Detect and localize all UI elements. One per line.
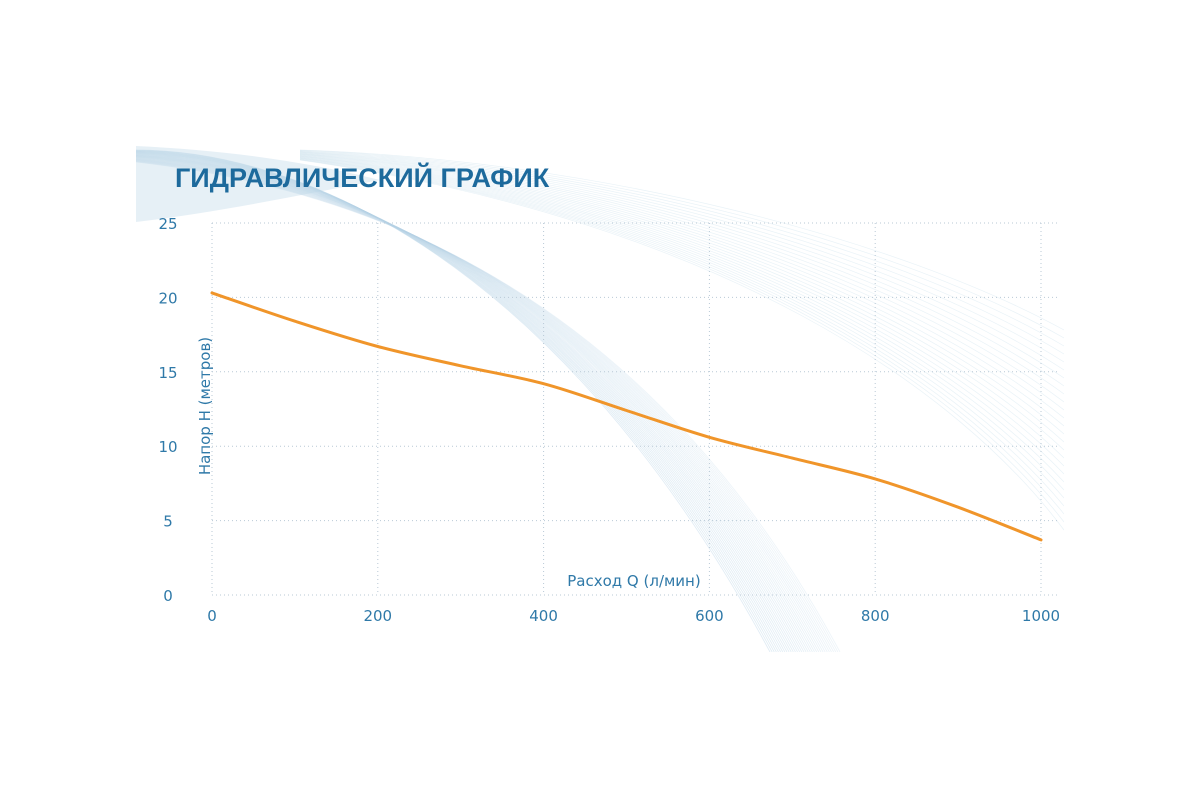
decor-curve — [136, 158, 822, 652]
decor-curve — [299, 158, 1064, 515]
decor-curve — [136, 157, 815, 652]
decor-curve — [136, 153, 794, 652]
decor-curve — [299, 154, 1064, 419]
decor-curve — [136, 151, 779, 652]
decor-curve — [136, 156, 811, 652]
x-tick-label: 400 — [529, 607, 558, 625]
decor-curve — [299, 150, 1064, 347]
decor-curve — [299, 154, 1064, 435]
decor-curve — [299, 158, 1064, 499]
grid-lines — [211, 222, 1059, 596]
decor-curve — [299, 156, 1064, 467]
decor-curve — [299, 150, 1064, 355]
x-tick-label: 1000 — [1022, 607, 1060, 625]
decor-curve — [299, 159, 1064, 531]
x-tick-label: 600 — [695, 607, 724, 625]
decor-curve — [299, 155, 1064, 451]
decor-curve — [299, 156, 1064, 459]
decor-curve — [299, 153, 1064, 411]
decor-curve — [136, 149, 773, 652]
y-tick-label: 5 — [163, 513, 173, 531]
decor-curve — [299, 152, 1064, 395]
decor-curve — [136, 159, 830, 652]
decor-curve — [299, 159, 1064, 523]
decor-curve — [136, 160, 832, 652]
decor-curve — [299, 151, 1064, 363]
decor-curve — [136, 160, 834, 652]
decor-curve — [299, 156, 1064, 475]
x-axis-label: Расход Q (л/мин) — [567, 572, 700, 590]
x-tick-label: 200 — [363, 607, 392, 625]
y-tick-label: 15 — [158, 364, 177, 382]
decor-curve — [136, 152, 790, 652]
decor-curve — [136, 149, 771, 652]
x-axis-ticks: 0 200 400 600 800 1000 — [207, 607, 1060, 625]
decor-curve — [136, 161, 839, 652]
x-tick-label: 800 — [861, 607, 890, 625]
background-wave-decoration — [136, 146, 1064, 652]
decor-curve — [136, 157, 820, 652]
y-tick-label: 20 — [158, 289, 177, 307]
decor-curve — [136, 153, 796, 652]
decor-curve — [136, 151, 784, 652]
y-tick-label: 0 — [163, 587, 173, 605]
decor-shade — [136, 146, 380, 222]
x-tick-label: 0 — [207, 607, 217, 625]
decor-curve — [136, 152, 788, 652]
y-axis-label: Напор Н (метров) — [196, 337, 214, 475]
y-axis-ticks: 0 5 10 15 20 25 — [158, 215, 177, 605]
decor-curve — [136, 155, 805, 652]
decor-curve — [299, 149, 1064, 331]
decor-curve — [299, 153, 1064, 403]
decor-curve — [136, 156, 809, 652]
decor-curve — [136, 160, 837, 652]
decor-curve — [299, 157, 1064, 491]
decor-curve — [299, 152, 1064, 387]
decor-curve — [136, 161, 841, 652]
decor-curve — [136, 156, 813, 652]
decor-curve — [136, 155, 803, 652]
decor-curve — [136, 154, 798, 652]
decor-curve — [136, 158, 824, 652]
decor-curve — [136, 152, 786, 652]
series-group — [210, 291, 1043, 542]
decor-curve — [136, 150, 775, 652]
decor-curve — [136, 159, 826, 652]
decor-curve — [136, 151, 781, 652]
decor-curve — [299, 150, 1064, 339]
decor-curve — [136, 157, 818, 652]
decor-curve — [136, 155, 807, 652]
decor-curve — [136, 159, 828, 652]
decor-curve — [299, 155, 1064, 443]
decor-curve — [299, 158, 1064, 507]
y-tick-label: 10 — [158, 438, 177, 456]
decor-curve — [136, 154, 801, 652]
decor-curve — [299, 151, 1064, 371]
decor-curve — [299, 157, 1064, 483]
decor-curve — [136, 153, 792, 652]
y-tick-label: 25 — [158, 215, 177, 233]
performance-curve-line — [210, 291, 1043, 542]
decor-curve — [299, 152, 1064, 379]
chart-title: ГИДРАВЛИЧЕСКИЙ ГРАФИК — [175, 162, 550, 193]
decor-curve — [136, 150, 777, 652]
decor-curve — [299, 154, 1064, 427]
